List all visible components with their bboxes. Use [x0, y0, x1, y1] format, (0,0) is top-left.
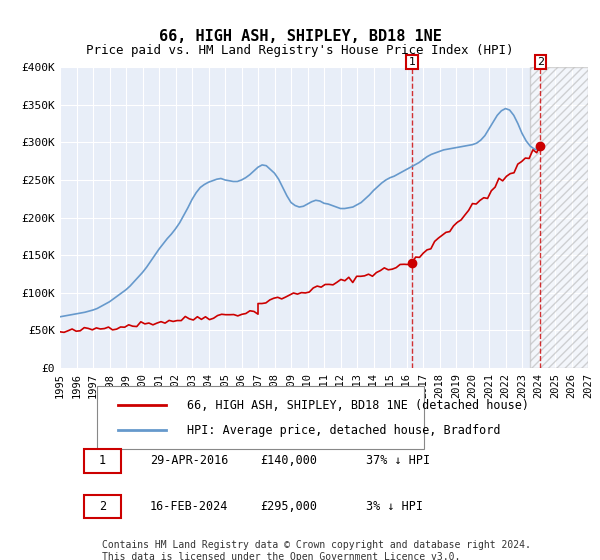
Text: 1: 1: [98, 454, 106, 468]
Text: HPI: Average price, detached house, Bradford: HPI: Average price, detached house, Brad…: [187, 424, 500, 437]
Text: 29-APR-2016: 29-APR-2016: [150, 454, 228, 468]
Bar: [530, 67, 588, 368]
FancyBboxPatch shape: [97, 386, 424, 449]
Text: 16-FEB-2024: 16-FEB-2024: [150, 500, 228, 513]
Text: £295,000: £295,000: [260, 500, 317, 513]
Text: 3% ↓ HPI: 3% ↓ HPI: [366, 500, 423, 513]
FancyBboxPatch shape: [84, 449, 121, 473]
Text: 66, HIGH ASH, SHIPLEY, BD18 1NE (detached house): 66, HIGH ASH, SHIPLEY, BD18 1NE (detache…: [187, 399, 529, 412]
Text: Contains HM Land Registry data © Crown copyright and database right 2024.
This d: Contains HM Land Registry data © Crown c…: [102, 540, 531, 560]
Text: £140,000: £140,000: [260, 454, 317, 468]
FancyBboxPatch shape: [84, 494, 121, 519]
Text: 2: 2: [98, 500, 106, 513]
Text: 1: 1: [409, 57, 415, 67]
Text: Price paid vs. HM Land Registry's House Price Index (HPI): Price paid vs. HM Land Registry's House …: [86, 44, 514, 57]
Text: 37% ↓ HPI: 37% ↓ HPI: [366, 454, 430, 468]
Bar: [530, 67, 588, 368]
Text: 66, HIGH ASH, SHIPLEY, BD18 1NE: 66, HIGH ASH, SHIPLEY, BD18 1NE: [158, 29, 442, 44]
Text: 2: 2: [537, 57, 544, 67]
